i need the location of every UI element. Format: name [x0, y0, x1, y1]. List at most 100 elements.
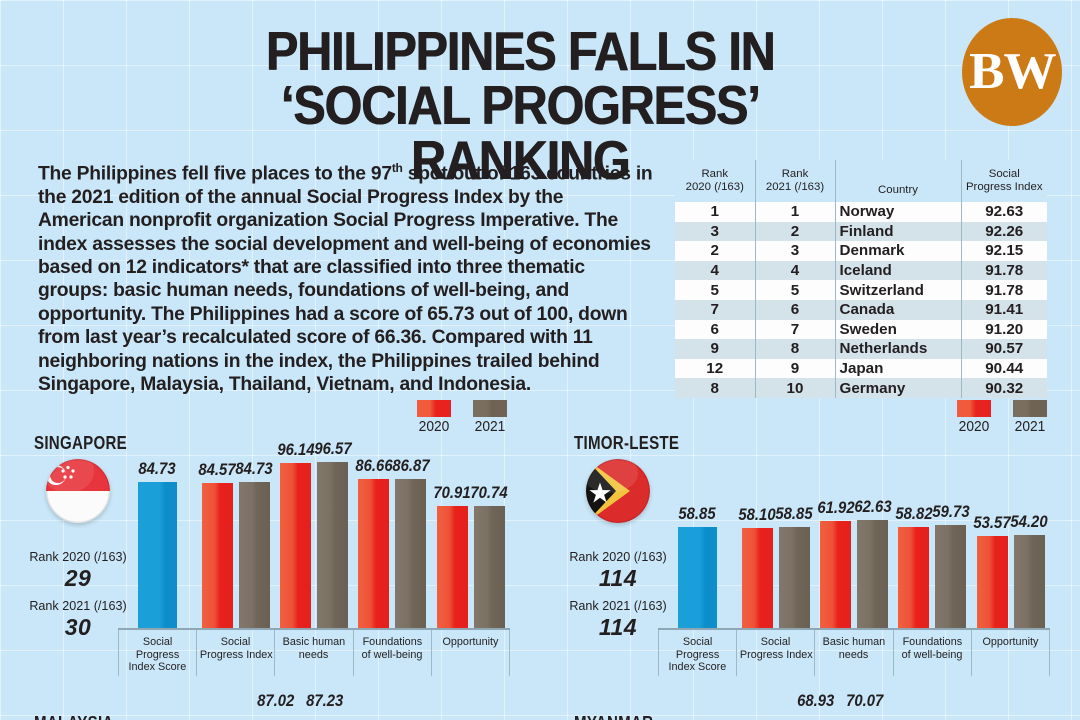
value-label: 54.20 [1010, 513, 1048, 531]
bar-red [436, 506, 468, 628]
rank-2020-singapore: Rank 2020 (/163) 29 [18, 550, 138, 591]
value-label-2021: 70.07 [846, 692, 884, 710]
value-label-2021: 87.23 [306, 692, 344, 710]
page-header: PHILIPPINES FALLS IN ‘SOCIAL PROGRESS’ R… [0, 0, 1080, 187]
legend-item-2021: 2021 [473, 400, 507, 435]
cell-rank-2021: 1 [755, 202, 836, 222]
legend-label-2020: 2020 [958, 418, 990, 435]
legend-item-2020: 2020 [957, 400, 991, 435]
cell-rank-2020: 1 [675, 202, 756, 222]
legend-swatch-2021 [473, 400, 507, 417]
cell-country: Canada [835, 299, 962, 320]
timor-leste-flag [586, 459, 650, 523]
value-label: 96.14 [276, 441, 315, 459]
cell-country: Switzerland [835, 280, 962, 300]
bar-wrapper: 70.74 [470, 436, 508, 628]
bar-red [741, 528, 773, 628]
logo-text: BW [968, 43, 1056, 100]
table-row: 7 6 Canada 91.41 [675, 299, 1047, 320]
bar-brown [317, 462, 349, 628]
bar-group-1: 84.57 84.73 [196, 436, 274, 628]
value-label: 86.87 [392, 457, 430, 475]
legend-item-2020: 2020 [417, 400, 451, 435]
bar-wrapper: 59.73 [932, 436, 970, 628]
cell-country: Denmark [835, 241, 962, 261]
bar-wrapper: 96.14 [276, 436, 315, 628]
bar-wrapper: 84.73 [236, 436, 273, 628]
cell-rank-2020: 8 [675, 378, 756, 398]
category-line: Index Score [128, 661, 187, 674]
bar-red [820, 521, 852, 628]
bar-wrapper: 58.82 [895, 436, 933, 628]
legend-label-2021: 2021 [474, 418, 506, 435]
rank-2020-value: 114 [598, 565, 638, 591]
value-label: 84.73 [138, 460, 176, 478]
category-label-2: Basic human needs [275, 630, 354, 676]
bar-wrapper: 53.57 [974, 436, 1011, 628]
value-label-2020: 68.93 [797, 692, 835, 710]
table-row: 8 10 Germany 90.32 [675, 378, 1047, 398]
rank-2021-value: 114 [598, 614, 638, 640]
value-label: 70.91 [433, 484, 471, 502]
spi-header-line2: Progress Index [965, 180, 1043, 193]
category-line: needs [839, 648, 869, 661]
rank-2020-label: Rank 2020 (/163) [29, 550, 127, 564]
category-line: Social [761, 636, 791, 648]
table-header-row: Rank 2020 (/163) Rank 2021 (/163) Countr… [675, 160, 1047, 202]
category-line: Opportunity [442, 636, 499, 648]
category-line: Progress Index [739, 648, 813, 661]
cell-rank-2020: 5 [675, 280, 756, 300]
bar-brown [473, 506, 505, 628]
cell-country: Japan [835, 358, 962, 379]
ordinal-suffix: th [391, 161, 403, 175]
bar-group-1: 58.10 58.85 [736, 436, 814, 628]
intro-text-part-2: spot out of 163 countries in the 2021 ed… [38, 163, 653, 396]
spi-header-line1: Social [988, 168, 1020, 181]
value-labels-myanmar: 68.93 70.07 [795, 692, 886, 711]
category-line: needs [299, 648, 329, 661]
page-title: PHILIPPINES FALLS IN ‘SOCIAL PROGRESS’ R… [168, 24, 872, 191]
singapore-flag [46, 459, 110, 523]
bar-wrapper: 61.92 [817, 436, 854, 628]
category-line: Foundations [902, 636, 962, 648]
cell-rank-2020: 9 [675, 339, 756, 359]
bar-wrapper: 58.10 [739, 436, 776, 628]
rank-2021-label: Rank 2021 (/163) [29, 599, 127, 613]
bar-red [280, 463, 312, 628]
bar-wrapper: 58.85 [776, 436, 813, 628]
category-label-1: Social Progress Index [737, 630, 816, 676]
cell-social-progress-index: 91.78 [985, 281, 1024, 299]
bar-red [976, 536, 1008, 628]
table-row: 3 2 Finland 92.26 [675, 221, 1047, 242]
country-name-myanmar: MYANMAR [574, 713, 653, 720]
cell-rank-2021: 7 [755, 319, 836, 340]
value-label: 86.66 [355, 457, 393, 475]
bar-groups: 58.85 58.10 58.85 61.92 62.63 58.82 59.73 53.57… [658, 436, 1050, 628]
headline-line-2: ‘SOCIAL PROGRESS’ RANKING [280, 74, 761, 191]
category-line: Basic human [282, 636, 346, 648]
cell-rank-2020: 2 [675, 241, 756, 261]
bar-blue [677, 527, 717, 628]
cell-rank-2020: 6 [675, 319, 756, 340]
bar-group-4: 53.57 54.20 [972, 436, 1050, 628]
legend-item-2021: 2021 [1013, 400, 1047, 435]
cell-country: Sweden [835, 319, 962, 340]
country-name-singapore: SINGAPORE [34, 433, 128, 453]
chart-axis-line [118, 628, 510, 630]
bar-red [358, 479, 390, 628]
value-label: 70.74 [470, 484, 508, 502]
rank-2021-singapore: Rank 2021 (/163) 30 [18, 599, 138, 640]
country-name-timor-leste: TIMOR-LESTE [574, 433, 680, 453]
category-label-2: Basic human needs [815, 630, 894, 676]
rank-2020-line2: 2020 (/163) [685, 180, 744, 193]
category-line: Social Progress [675, 636, 720, 661]
category-label-4: Opportunity [972, 630, 1051, 676]
category-line: of well-being [901, 648, 963, 661]
bar-brown [1013, 535, 1045, 628]
chart-axis-line [658, 628, 1050, 630]
intro-text-part-1: The Philippines fell five places to the … [38, 163, 392, 185]
bar-brown [935, 525, 967, 628]
bar-brown [238, 482, 270, 628]
value-label: 84.57 [198, 461, 236, 479]
bar-wrapper: 84.57 [198, 436, 236, 628]
